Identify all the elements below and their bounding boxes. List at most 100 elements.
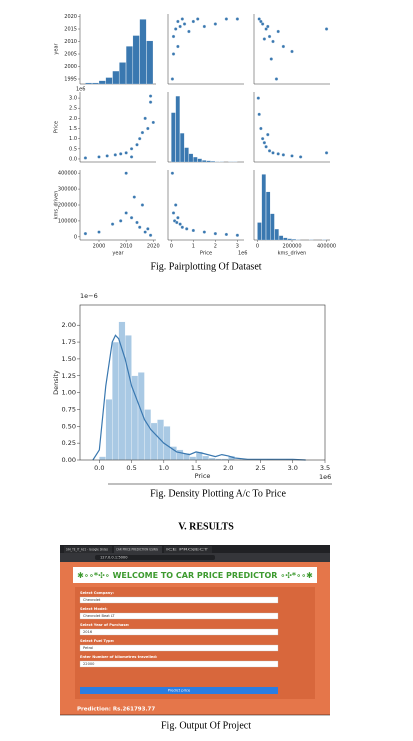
scatter-point — [146, 126, 150, 131]
x-tick-label: 0 — [256, 244, 259, 250]
offset-label: 1e6 — [319, 473, 331, 481]
x-tick-label: 2.0 — [223, 464, 233, 472]
browser-tab[interactable] — [114, 546, 162, 553]
hist-bar — [210, 161, 216, 163]
x-axis-label: Price — [195, 472, 211, 480]
x-tick-label: 0.0 — [94, 464, 104, 472]
field-input[interactable] — [79, 644, 279, 652]
y-tick-label: 1.00 — [62, 389, 76, 397]
x-tick-label: 2 — [214, 244, 217, 250]
y-tick-label: 2020 — [64, 14, 77, 20]
hist-bar — [265, 191, 271, 241]
scatter-point — [173, 203, 178, 207]
kde-line — [92, 334, 306, 461]
scatter-point — [146, 227, 150, 231]
section-heading: V. RESULTS — [178, 521, 234, 532]
scatter-point — [191, 19, 196, 24]
hist-bar — [119, 62, 126, 85]
x-tick-label: 1 — [192, 244, 195, 250]
scatter-point — [148, 233, 153, 237]
scatter-point — [129, 215, 134, 220]
hist-bar — [132, 35, 140, 85]
scatter-point — [176, 19, 180, 24]
field-value: Petrol — [83, 646, 93, 650]
field-value: Chevrolet Beat LT — [83, 614, 115, 618]
field-label: Select Model: — [80, 607, 108, 611]
scatter-point — [298, 155, 303, 159]
button-label: Predict price — [168, 689, 191, 693]
density-bar — [202, 455, 210, 461]
density-bar — [150, 422, 158, 461]
y-tick-label: 2.0 — [69, 116, 77, 122]
y-axis-label: Price — [54, 121, 60, 133]
y-axis-label: year — [54, 42, 60, 54]
hist-bar — [261, 174, 266, 241]
hist-bar — [171, 112, 176, 163]
field-label: Select Year of Purchase: — [80, 623, 130, 627]
banner-box — [73, 567, 317, 583]
scatter-point — [259, 126, 263, 131]
y-tick-label: 0.75 — [62, 405, 76, 413]
browser-tab[interactable] — [64, 546, 112, 553]
scatter-point — [97, 155, 101, 159]
y-tick-label: 2010 — [64, 39, 77, 45]
x-tick-label: 3.5 — [320, 464, 330, 472]
scatter-point — [269, 57, 274, 61]
offset-label: 1e6 — [238, 251, 247, 257]
scatter-point — [118, 152, 123, 156]
figure-caption: Fig. Output Of Project — [161, 720, 251, 731]
scatter-point — [171, 52, 176, 56]
scatter-point — [151, 120, 156, 125]
y-tick-label: 1.50 — [62, 355, 76, 363]
x-tick-label: 1.5 — [191, 464, 201, 472]
scatter-point — [180, 225, 185, 230]
scatter-point — [135, 220, 139, 225]
field-input[interactable] — [79, 596, 279, 604]
figure-caption: Fig. Density Plotting A/c To Price — [150, 488, 286, 499]
scatter-point — [257, 17, 261, 21]
field-input[interactable] — [79, 612, 279, 620]
density-bar — [124, 335, 132, 461]
scatter-point — [118, 219, 123, 223]
scatter-point — [276, 29, 280, 34]
scatter-point — [259, 19, 263, 24]
scatter-point — [110, 222, 115, 226]
scatter-point — [83, 156, 88, 160]
y-tick-label: 0.25 — [62, 439, 76, 447]
density-bar — [189, 456, 197, 461]
density-bar — [99, 456, 106, 461]
banner: ✱∘∘*✣∘ WELCOME TO CAR PRICE PREDICTOR ∘✣… — [77, 571, 313, 580]
scatter-point — [276, 152, 280, 156]
hist-bar — [180, 133, 185, 163]
scatter-point — [148, 100, 153, 104]
scatter-point — [173, 27, 178, 31]
field-value: 22000 — [83, 662, 95, 666]
y-tick-label: 1.25 — [62, 372, 76, 380]
x-axis-label: Price — [200, 251, 212, 257]
scatter-point — [140, 130, 145, 135]
prediction: Prediction: Rs.261793.77 — [77, 707, 155, 713]
scatter-point — [124, 151, 128, 155]
y-tick-label: 200000 — [58, 203, 77, 209]
field-label: Select Company: — [80, 591, 115, 595]
browser-tab[interactable] — [164, 546, 212, 553]
field-input[interactable] — [79, 628, 279, 636]
hist-bar — [92, 82, 99, 85]
field-input[interactable] — [79, 660, 279, 668]
hist-bar — [105, 77, 113, 85]
scatter-point — [129, 147, 134, 151]
y-tick-label: 0.5 — [69, 146, 77, 152]
predict-button[interactable] — [80, 687, 278, 694]
hist-bar — [197, 158, 202, 163]
x-tick-label: 3.0 — [288, 464, 298, 472]
scatter-point — [132, 195, 137, 199]
scatter-point — [260, 22, 265, 26]
field-value: 2016 — [83, 630, 93, 634]
scatter-point — [257, 112, 261, 117]
scatter-point — [113, 153, 118, 157]
scatter-point — [274, 77, 279, 81]
scatter-point — [202, 24, 207, 29]
x-tick-label: 2000 — [93, 244, 106, 250]
hist-bar — [98, 80, 106, 85]
